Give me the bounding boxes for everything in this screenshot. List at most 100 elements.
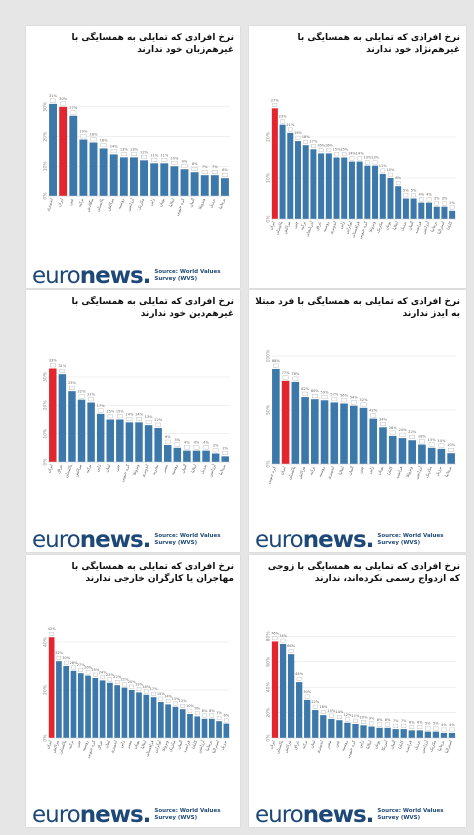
flag-icon — [88, 397, 94, 402]
bar — [135, 422, 143, 462]
flag-icon — [357, 156, 362, 161]
data-label: 8% — [202, 709, 208, 713]
x-tick-label: کانادا — [386, 466, 394, 476]
data-label: 4% — [194, 441, 200, 445]
x-tick-label: اندونزی — [109, 740, 118, 754]
bar — [287, 132, 294, 219]
flag-icon — [129, 684, 134, 689]
data-label: 22% — [78, 390, 87, 394]
flag-icon — [136, 417, 142, 421]
data-label: 76% — [271, 631, 280, 635]
flag-icon — [144, 689, 149, 694]
x-tick-label: برزیل — [434, 466, 442, 477]
x-tick-label: آلمان — [407, 220, 415, 231]
flag-icon — [158, 696, 163, 701]
logo-euro: euro — [255, 527, 304, 552]
data-label: 17% — [309, 139, 318, 143]
bar — [279, 124, 286, 219]
x-tick-label: کانادا — [445, 221, 453, 231]
data-label: 5% — [433, 722, 439, 726]
logo-news: news — [79, 802, 144, 827]
x-tick-label: پاکستان — [287, 465, 297, 480]
bar — [368, 726, 375, 738]
flag-icon — [321, 395, 328, 399]
x-tick-label: مکزیک — [428, 740, 437, 753]
bar — [179, 709, 186, 738]
bar-chart: 0% 10% 20% 27% ایران 23% پاکستان 21% مراکش 19% چین… — [266, 98, 456, 240]
bar — [408, 730, 415, 738]
data-label: 7% — [401, 719, 407, 723]
flag-icon — [370, 413, 377, 418]
flag-icon — [181, 164, 188, 168]
flag-icon — [165, 699, 171, 704]
x-tick-label: آذربایجان — [304, 220, 314, 237]
data-label: 18% — [302, 135, 311, 139]
data-label: 4% — [418, 193, 424, 197]
data-label: 17% — [97, 404, 106, 408]
data-label: 76% — [291, 372, 300, 376]
x-tick-label: روسیه — [80, 740, 88, 752]
flag-icon — [328, 713, 334, 718]
bar — [416, 730, 423, 738]
flag-icon — [280, 119, 285, 124]
x-tick-label: آرژانتین — [207, 463, 217, 478]
x-tick-label: برزیل — [199, 464, 207, 475]
bar — [352, 724, 359, 738]
flag-icon — [341, 398, 347, 403]
data-label: 16% — [325, 143, 334, 147]
flag-icon — [353, 718, 358, 723]
flag-icon — [282, 375, 289, 380]
x-tick-label: ژاپن — [118, 740, 125, 749]
flag-icon — [372, 160, 378, 165]
data-label: 66% — [287, 644, 296, 648]
x-tick-label: فرانسه — [413, 221, 422, 235]
flag-icon — [272, 636, 278, 641]
x-tick-label: ترکیه — [300, 739, 308, 750]
flag-icon — [209, 713, 214, 718]
data-label: 18% — [418, 435, 427, 439]
x-tick-label: استرالیا — [211, 740, 220, 754]
bar — [63, 666, 70, 738]
bar — [379, 173, 386, 219]
x-tick-label: چین — [333, 739, 340, 748]
bar — [336, 720, 343, 738]
data-label: 33% — [49, 359, 58, 363]
data-label: 4% — [449, 723, 455, 727]
logo-euro: euro — [32, 802, 81, 827]
x-tick-label: اندونزی — [45, 198, 54, 212]
x-tick-label: مصر — [125, 740, 133, 750]
flag-icon — [80, 134, 87, 139]
flag-icon — [345, 717, 350, 722]
x-tick-label: آرژانتین — [420, 739, 430, 754]
flag-icon — [180, 704, 185, 708]
x-tick-label: آلمان — [347, 465, 355, 476]
x-tick-label: ایران — [45, 740, 53, 750]
flag-icon — [56, 656, 62, 660]
x-tick-label: عراق — [314, 220, 322, 231]
x-tick-label: چین — [67, 197, 74, 206]
flag-icon — [222, 451, 228, 455]
bar — [202, 450, 210, 462]
x-tick-label: ایتالیا — [168, 198, 176, 208]
x-tick-label: مراکش — [282, 221, 291, 235]
x-tick-label: پاکستان — [63, 463, 73, 478]
flag-icon — [70, 110, 77, 115]
bar — [271, 108, 278, 219]
y-tick-label: 20% — [43, 400, 49, 411]
flag-icon — [385, 722, 390, 727]
data-label: 24% — [99, 670, 108, 674]
data-label: 14% — [164, 694, 173, 698]
flag-icon — [311, 144, 316, 148]
data-label: 9% — [369, 717, 375, 721]
bar — [96, 413, 105, 462]
flag-icon — [100, 675, 105, 680]
x-tick-label: ایران — [279, 466, 287, 476]
data-label: 4% — [203, 441, 209, 445]
bar — [392, 729, 399, 738]
logo-news: news — [79, 527, 144, 552]
flag-icon — [380, 422, 386, 426]
bar — [447, 453, 455, 464]
bar — [410, 198, 417, 219]
bar — [318, 153, 325, 219]
logo-news: news — [302, 527, 367, 552]
